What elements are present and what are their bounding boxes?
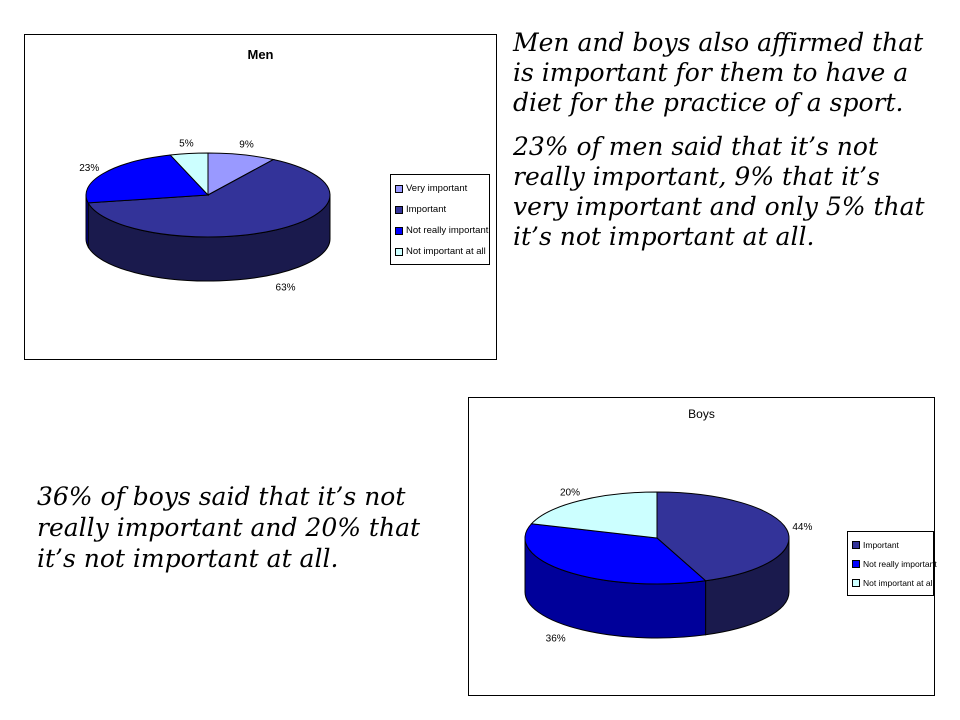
boys-data-label: 44% xyxy=(792,522,812,533)
boys-slice-important xyxy=(656,491,790,582)
men-chart: Men 9% 63% 23% 5% Very important Important … xyxy=(24,34,497,360)
paragraph-men-boys: Men and boys also affirmed that is impor… xyxy=(513,28,924,117)
men-slice-not-important-at-all xyxy=(169,152,209,197)
men-chart-title: Men xyxy=(247,47,274,62)
boys-legend: Important Not really important Not impor… xyxy=(847,531,937,596)
boys-legend-item-important: Important xyxy=(852,535,929,554)
boys-slice-not-really-important xyxy=(524,523,707,585)
legend-swatch xyxy=(852,578,860,587)
legend-swatch xyxy=(852,540,860,549)
legend-swatch xyxy=(395,205,403,214)
legend-swatch xyxy=(852,559,860,568)
description-text: Men and boys also affirmed that is impor… xyxy=(513,28,933,266)
men-legend-item-very-important: Very important xyxy=(395,178,485,199)
legend-label: Not really important xyxy=(406,225,489,236)
boys-pie-svg: 44% 36% 20% xyxy=(524,487,812,644)
men-data-label: 5% xyxy=(179,138,194,149)
legend-swatch xyxy=(395,247,403,256)
men-slice-not-really-important xyxy=(85,154,210,204)
legend-swatch xyxy=(395,226,403,235)
boys-legend-item-not-really-important: Not really important xyxy=(852,554,937,573)
men-legend-item-not-important-at-all: Not important at all xyxy=(395,241,486,262)
men-data-label: 9% xyxy=(239,140,254,151)
legend-label: Not important at all xyxy=(406,246,486,257)
paragraph-men-stats: 23% of men said that it’s not really imp… xyxy=(513,132,925,251)
men-legend-item-not-really-important: Not really important xyxy=(395,220,489,241)
boys-chart-title: Boys xyxy=(688,407,715,421)
legend-label: Very important xyxy=(406,183,468,194)
boys-data-label: 36% xyxy=(546,633,566,644)
boys-pie-tops xyxy=(524,491,790,585)
boys-chart: Boys 44% 36% 20% Important Not really impo… xyxy=(468,397,937,696)
legend-label: Important xyxy=(863,539,899,550)
men-slice-important xyxy=(87,159,331,238)
men-pie-svg: 9% 63% 23% 5% xyxy=(79,138,331,294)
boys-slice-not-important-at-all xyxy=(530,491,658,539)
legend-label: Not important at all xyxy=(863,577,935,588)
legend-swatch xyxy=(395,184,403,193)
men-data-label: 23% xyxy=(79,163,99,174)
boys-data-label: 20% xyxy=(560,487,580,498)
legend-label: Important xyxy=(406,204,447,215)
men-pie-tops xyxy=(85,152,331,238)
men-legend-item-important: Important xyxy=(395,199,485,220)
boys-legend-item-not-important-at-all: Not important at all xyxy=(852,573,934,592)
boys-description-text: 36% of boys said that it’s not really im… xyxy=(37,482,421,573)
men-legend: Very important Important Not really impo… xyxy=(390,174,490,265)
legend-label: Not really important xyxy=(863,558,937,569)
men-data-label: 63% xyxy=(276,283,296,294)
